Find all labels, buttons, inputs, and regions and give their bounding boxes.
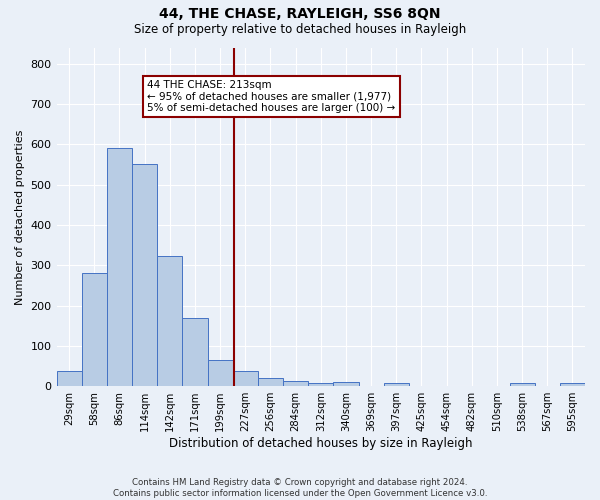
Bar [132,164,157,386]
Bar [283,382,308,386]
Bar [233,372,258,386]
Text: 44, THE CHASE, RAYLEIGH, SS6 8QN: 44, THE CHASE, RAYLEIGH, SS6 8QN [159,8,441,22]
X-axis label: Distribution of detached houses by size in Rayleigh: Distribution of detached houses by size … [169,437,473,450]
Bar [258,378,283,386]
Bar [308,383,334,386]
Bar [383,383,409,386]
Bar [560,383,585,386]
Bar [157,256,182,386]
Y-axis label: Number of detached properties: Number of detached properties [15,129,25,304]
Bar [509,383,535,386]
Bar [182,318,208,386]
Bar [208,360,233,386]
Bar [56,372,82,386]
Text: 44 THE CHASE: 213sqm
← 95% of detached houses are smaller (1,977)
5% of semi-det: 44 THE CHASE: 213sqm ← 95% of detached h… [148,80,395,113]
Bar [107,148,132,386]
Bar [334,382,359,386]
Bar [82,274,107,386]
Text: Contains HM Land Registry data © Crown copyright and database right 2024.
Contai: Contains HM Land Registry data © Crown c… [113,478,487,498]
Text: Size of property relative to detached houses in Rayleigh: Size of property relative to detached ho… [134,22,466,36]
